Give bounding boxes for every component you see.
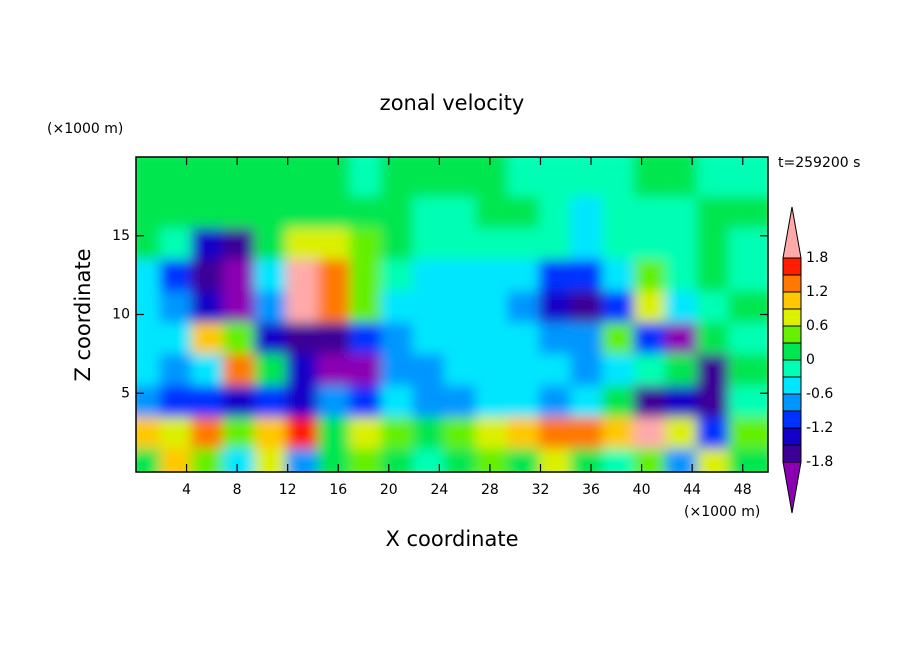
x-tick-label: 20: [380, 482, 398, 498]
colorbar-low: [782, 461, 802, 514]
x-tick-label: 12: [279, 482, 297, 498]
x-tick-label: 24: [430, 482, 448, 498]
colorbar-high: [782, 206, 802, 259]
field: [136, 157, 768, 472]
y-tick-label: 15: [112, 228, 130, 244]
y-axis-label: Z coordinate: [71, 248, 95, 381]
colorbar-box: [782, 410, 802, 429]
colorbar-box: [782, 359, 802, 378]
colorbar-box: [782, 342, 802, 361]
colorbar-box: [782, 393, 802, 412]
x-unit: (×1000 m): [684, 504, 760, 520]
x-tick-label: 4: [182, 482, 191, 498]
colorbar-label: -1.2: [806, 420, 833, 436]
x-tick-label: 8: [233, 482, 242, 498]
y-unit: (×1000 m): [47, 121, 123, 137]
x-tick-label: 44: [683, 482, 701, 498]
colorbar-box: [782, 427, 802, 446]
colorbar-label: -1.8: [806, 454, 833, 470]
colorbar-box: [782, 376, 802, 395]
colorbar-box: [782, 291, 802, 310]
colorbar-box: [782, 257, 802, 276]
time-label: t=259200 s: [778, 155, 860, 171]
y-tick-label: 5: [121, 385, 130, 401]
y-tick-label: 10: [112, 307, 130, 323]
x-axis-label: X coordinate: [385, 527, 518, 551]
colorbar-label: 1.2: [806, 284, 828, 300]
chart-title: zonal velocity: [380, 91, 525, 115]
x-tick-label: 40: [633, 482, 651, 498]
x-tick-label: 36: [582, 482, 600, 498]
x-tick-label: 48: [734, 482, 752, 498]
colorbar-box: [782, 274, 802, 293]
colorbar-box: [782, 325, 802, 344]
colorbar-box: [782, 444, 802, 463]
x-tick-label: 28: [481, 482, 499, 498]
field-cell: [728, 157, 768, 197]
x-tick-label: 16: [329, 482, 347, 498]
colorbar-label: 0.6: [806, 318, 828, 334]
colorbar-label: 1.8: [806, 250, 828, 266]
colorbar-label: 0: [806, 352, 815, 368]
field-cells: [136, 157, 768, 472]
x-tick-label: 32: [532, 482, 550, 498]
colorbar-box: [782, 308, 802, 327]
colorbar-label: -0.6: [806, 386, 833, 402]
